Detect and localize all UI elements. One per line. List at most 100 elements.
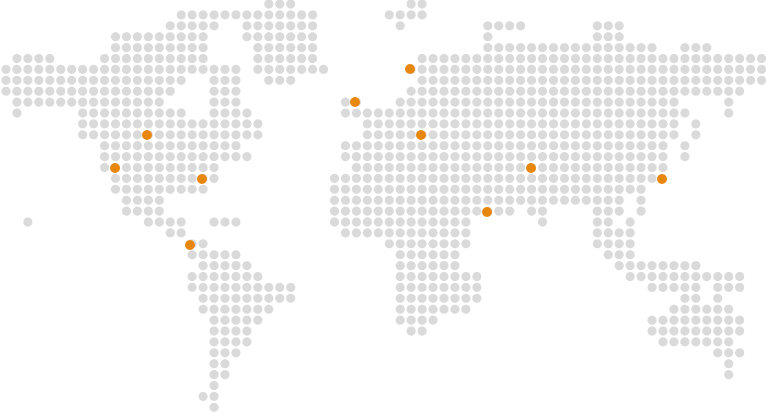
land-dot	[340, 217, 351, 227]
land-dot	[614, 32, 624, 42]
land-dot	[472, 141, 482, 151]
land-dot	[220, 119, 230, 129]
land-dot	[417, 64, 427, 74]
land-dot	[581, 141, 591, 151]
land-dot	[603, 250, 613, 260]
land-dot	[505, 108, 515, 118]
land-dot	[231, 282, 241, 292]
land-dot	[89, 64, 99, 74]
land-dot	[275, 43, 285, 53]
land-dot	[340, 228, 351, 238]
land-dot	[187, 184, 197, 194]
land-dot	[297, 64, 307, 74]
land-dot	[242, 21, 252, 31]
land-dot	[165, 184, 175, 194]
land-dot	[450, 217, 460, 227]
land-dot	[505, 173, 515, 183]
land-dot	[724, 315, 734, 325]
land-dot	[439, 206, 449, 216]
land-dot	[351, 217, 361, 227]
land-dot	[746, 75, 756, 85]
land-dot	[198, 271, 208, 282]
land-dot	[614, 184, 624, 194]
land-dot	[614, 86, 624, 96]
land-dot	[297, 43, 307, 53]
land-dot	[373, 108, 383, 118]
land-dot	[220, 348, 230, 358]
land-dot	[187, 64, 197, 74]
land-dot	[428, 152, 438, 162]
land-dot	[428, 97, 438, 107]
land-dot	[548, 141, 559, 151]
land-dot	[165, 32, 175, 42]
land-dot	[417, 10, 427, 20]
land-dot	[231, 293, 241, 303]
land-dot	[450, 250, 460, 260]
land-dot	[395, 228, 405, 238]
land-dot	[406, 304, 416, 314]
land-dot	[187, 130, 197, 140]
land-dot	[691, 315, 701, 325]
land-dot	[340, 152, 351, 162]
land-dot	[461, 141, 471, 151]
land-dot	[198, 141, 208, 151]
land-dot	[461, 228, 471, 238]
land-dot	[220, 337, 230, 347]
land-dot	[78, 108, 88, 118]
land-dot	[691, 64, 701, 74]
land-dot	[570, 108, 581, 118]
land-dot	[603, 119, 613, 129]
land-dot	[559, 173, 570, 183]
land-dot	[143, 64, 153, 74]
land-dot	[603, 206, 613, 216]
land-dot	[669, 64, 679, 74]
land-dot	[537, 75, 548, 85]
land-dot	[264, 64, 274, 74]
land-dot	[647, 282, 657, 292]
land-dot	[121, 64, 132, 74]
land-dot	[340, 195, 351, 205]
land-dot	[516, 53, 526, 64]
land-dot	[99, 141, 110, 151]
land-dot	[264, 293, 274, 303]
land-dot	[121, 162, 132, 173]
land-dot	[176, 217, 186, 227]
land-dot	[713, 282, 723, 292]
land-dot	[680, 282, 690, 292]
land-dot	[56, 97, 66, 107]
land-dot	[143, 195, 153, 205]
land-dot	[417, 195, 427, 205]
land-dot	[67, 97, 77, 107]
land-dot	[581, 195, 591, 205]
land-dot	[253, 21, 263, 31]
land-dot	[121, 130, 132, 140]
land-dot	[110, 97, 121, 107]
land-dot	[67, 75, 77, 85]
land-dot	[559, 119, 570, 129]
land-dot	[439, 108, 449, 118]
land-dot	[198, 184, 208, 194]
land-dot	[351, 152, 361, 162]
land-dot	[537, 86, 548, 96]
land-dot	[176, 43, 186, 53]
land-dot	[603, 32, 613, 42]
land-dot	[516, 162, 526, 173]
land-dot	[527, 206, 537, 216]
land-dot	[680, 152, 690, 162]
land-dot	[209, 282, 219, 292]
land-dot	[99, 152, 110, 162]
land-dot	[395, 108, 405, 118]
land-dot	[329, 184, 340, 194]
land-dot	[527, 97, 537, 107]
land-dot	[176, 119, 186, 129]
land-dot	[165, 217, 175, 227]
land-dot	[669, 86, 679, 96]
land-dot	[242, 32, 252, 42]
location-marker	[416, 130, 426, 140]
land-dot	[362, 108, 372, 118]
land-dot	[691, 119, 701, 129]
land-dot	[592, 97, 602, 107]
land-dot	[592, 43, 602, 53]
